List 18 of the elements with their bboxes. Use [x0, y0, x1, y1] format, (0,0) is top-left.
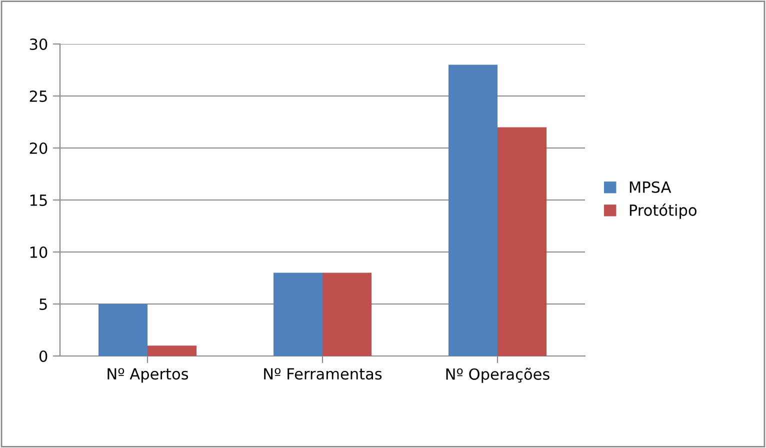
bar — [498, 127, 546, 356]
bar — [148, 346, 196, 356]
y-tick-label: 15 — [30, 194, 47, 206]
bar — [322, 272, 372, 356]
y-tick-label: 10 — [30, 246, 48, 258]
x-tick-label: Nº Apertos — [108, 368, 188, 383]
legend-label: MPSA — [630, 181, 672, 193]
x-tick-label: Nº Ferramentas — [264, 368, 382, 380]
y-tick-label: 20 — [30, 142, 48, 154]
x-tick-label: Nº Operações — [446, 368, 550, 383]
y-tick-label: 0 — [39, 350, 48, 362]
bar — [448, 64, 498, 356]
bar — [274, 272, 322, 356]
y-tick-label: 30 — [30, 38, 48, 50]
y-tick-label: 25 — [30, 90, 47, 102]
y-tick-label: 5 — [40, 298, 47, 310]
legend-label: Protótipo — [630, 204, 696, 219]
bar — [98, 304, 148, 356]
